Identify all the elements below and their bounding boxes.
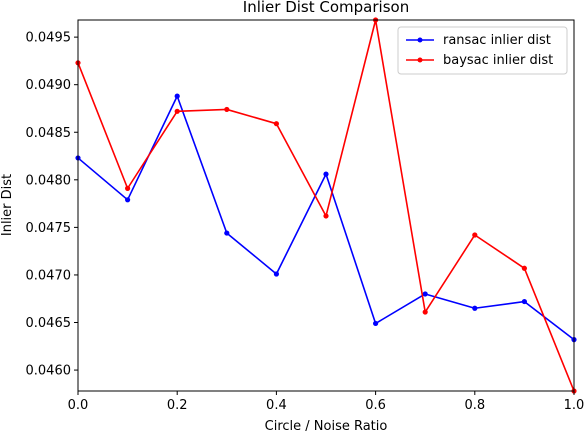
- data-point-ransac: [273, 271, 279, 277]
- data-point-baysac: [323, 213, 329, 219]
- data-point-baysac: [422, 309, 428, 315]
- y-tick-label: 0.0460: [26, 364, 72, 379]
- plot-border: [77, 19, 575, 392]
- data-point-ransac: [174, 93, 180, 99]
- x-tick-label: 0.4: [266, 398, 287, 413]
- legend-label-baysac: baysac inlier dist: [443, 53, 553, 68]
- x-axis-label: Circle / Noise Ratio: [265, 419, 388, 433]
- legend: ransac inlier dist baysac inlier dist: [397, 26, 568, 75]
- y-axis-label: Inlier Dist: [0, 174, 15, 236]
- x-tick-label: 0.2: [167, 398, 188, 413]
- x-tick-label: 0.0: [68, 398, 89, 413]
- y-tick-label: 0.0490: [26, 78, 72, 93]
- y-tick-label: 0.0465: [26, 316, 72, 331]
- y-tick-label: 0.0480: [26, 173, 72, 188]
- x-tick-label: 0.6: [365, 398, 386, 413]
- data-point-ransac: [472, 305, 478, 311]
- y-tick-label: 0.0495: [26, 31, 72, 46]
- series-layer: [75, 17, 577, 394]
- data-point-ransac: [521, 298, 528, 305]
- legend-label-ransac: ransac inlier dist: [443, 33, 551, 48]
- y-axis: 0.0460 0.0465 0.0470 0.0475 0.0480 0.0485 0.04…: [26, 31, 78, 379]
- data-point-baysac: [273, 121, 279, 127]
- x-tick-label: 0.8: [464, 398, 485, 413]
- data-point-ransac: [125, 197, 131, 203]
- y-tick-label: 0.0475: [26, 221, 72, 236]
- y-tick-label: 0.0470: [26, 268, 72, 283]
- legend-box: [397, 26, 568, 75]
- x-tick-label: 1.0: [564, 398, 584, 413]
- x-axis: 0.0 0.2 0.4 0.6 0.8 1.0: [68, 391, 584, 413]
- y-tick-label: 0.0485: [26, 126, 72, 141]
- data-point-baysac: [472, 232, 478, 238]
- data-point-baysac: [224, 106, 230, 113]
- data-point-baysac: [125, 185, 131, 191]
- data-point-ransac: [373, 320, 379, 327]
- data-point-baysac: [521, 265, 528, 271]
- data-point-ransac: [224, 230, 230, 236]
- plot-area: [78, 20, 574, 391]
- chart-title: Inlier Dist Comparison: [243, 0, 409, 16]
- legend-marker-ransac: [417, 37, 423, 43]
- legend-marker-baysac: [417, 57, 423, 63]
- data-point-ransac: [323, 171, 329, 177]
- data-point-ransac: [422, 291, 428, 297]
- data-point-baysac: [174, 108, 180, 114]
